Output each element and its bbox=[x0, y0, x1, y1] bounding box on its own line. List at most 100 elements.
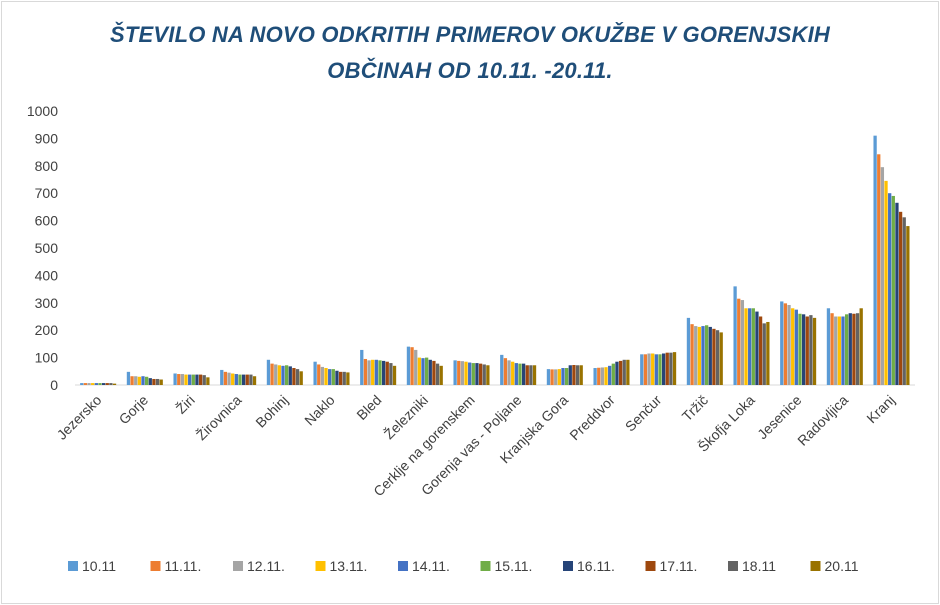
legend-label: 14.11. bbox=[412, 558, 450, 574]
bar bbox=[475, 363, 479, 385]
legend-label: 10.11 bbox=[82, 558, 116, 574]
y-tick-label: 100 bbox=[35, 350, 59, 366]
bar bbox=[654, 354, 658, 385]
x-tick-label: Naklo bbox=[301, 392, 338, 429]
bar bbox=[812, 317, 817, 385]
legend-swatch bbox=[68, 561, 78, 571]
bar bbox=[101, 383, 106, 385]
bar bbox=[266, 359, 271, 385]
bar bbox=[712, 328, 716, 385]
bar bbox=[744, 308, 748, 385]
bar bbox=[626, 359, 630, 385]
bar bbox=[600, 367, 605, 385]
bar bbox=[518, 363, 522, 385]
bar bbox=[748, 308, 752, 385]
bar bbox=[898, 211, 903, 385]
legend-label: 20.11 bbox=[825, 558, 859, 574]
bar bbox=[94, 383, 98, 385]
bar bbox=[367, 360, 371, 385]
bar bbox=[611, 363, 615, 385]
bar bbox=[852, 313, 856, 385]
chart-title-line-1: ŠTEVILO NA NOVO ODKRITIH PRIMEROV OKUŽBE… bbox=[110, 22, 830, 47]
bar bbox=[758, 316, 763, 385]
y-tick-label: 400 bbox=[35, 267, 59, 283]
legend-swatch bbox=[315, 561, 326, 571]
bar bbox=[223, 371, 228, 385]
bar bbox=[98, 383, 102, 385]
bar bbox=[134, 376, 138, 385]
bar bbox=[83, 383, 88, 385]
bar bbox=[141, 376, 145, 385]
bar bbox=[234, 374, 238, 385]
legend-label: 18.11 bbox=[742, 558, 776, 574]
bar bbox=[755, 311, 759, 385]
x-tick-label: Kranj bbox=[863, 392, 897, 426]
y-tick-label: 300 bbox=[35, 295, 59, 311]
bar bbox=[374, 359, 378, 385]
bar bbox=[159, 379, 163, 385]
bar bbox=[468, 362, 472, 385]
bar bbox=[608, 365, 612, 385]
bar bbox=[579, 365, 583, 385]
bar bbox=[482, 364, 486, 385]
bar bbox=[198, 374, 203, 385]
y-tick-label: 600 bbox=[35, 213, 59, 229]
bar bbox=[320, 366, 325, 385]
bar bbox=[697, 326, 701, 385]
bar bbox=[177, 374, 181, 385]
legend-swatch bbox=[563, 561, 573, 571]
bar bbox=[787, 304, 791, 385]
bar bbox=[432, 360, 436, 385]
bar bbox=[848, 313, 852, 385]
y-tick-label: 700 bbox=[35, 185, 59, 201]
bar bbox=[575, 365, 580, 385]
bar bbox=[152, 378, 156, 385]
bar bbox=[615, 361, 619, 385]
bar bbox=[561, 368, 565, 385]
bar bbox=[206, 377, 210, 385]
bar bbox=[220, 369, 224, 385]
bar bbox=[794, 309, 798, 385]
bar bbox=[715, 330, 720, 385]
bar bbox=[690, 324, 694, 385]
bar bbox=[801, 314, 806, 385]
bar bbox=[651, 353, 655, 385]
bar bbox=[292, 368, 296, 385]
y-tick-label: 900 bbox=[35, 130, 59, 146]
x-tick-label: Žirovnica bbox=[193, 392, 245, 444]
bar bbox=[313, 361, 317, 385]
bar bbox=[873, 135, 877, 385]
bar bbox=[471, 363, 475, 385]
bar bbox=[130, 376, 134, 385]
bar bbox=[669, 352, 673, 385]
bar bbox=[766, 321, 770, 385]
bar bbox=[719, 332, 723, 385]
bar bbox=[672, 352, 677, 385]
bar bbox=[557, 369, 561, 385]
bar bbox=[511, 361, 515, 385]
bar bbox=[525, 365, 529, 385]
bar bbox=[733, 286, 737, 385]
x-tick-label: Bled bbox=[353, 392, 384, 423]
bar bbox=[565, 368, 569, 385]
bar bbox=[622, 359, 626, 385]
bar bbox=[751, 308, 755, 385]
bar bbox=[877, 154, 881, 385]
legend-label: 16.11. bbox=[577, 558, 615, 574]
bar bbox=[805, 316, 809, 385]
bar bbox=[708, 326, 712, 385]
bar bbox=[288, 366, 292, 385]
bar bbox=[809, 315, 813, 385]
bar bbox=[888, 193, 892, 385]
y-tick-label: 0 bbox=[50, 377, 58, 393]
bar bbox=[406, 346, 411, 385]
bar bbox=[389, 363, 393, 385]
bar bbox=[554, 369, 558, 385]
bar bbox=[791, 308, 795, 385]
bar bbox=[658, 354, 662, 385]
bar bbox=[478, 363, 483, 385]
bar bbox=[381, 360, 386, 385]
x-tick-label: Bohinj bbox=[252, 392, 291, 431]
bar bbox=[500, 354, 504, 385]
